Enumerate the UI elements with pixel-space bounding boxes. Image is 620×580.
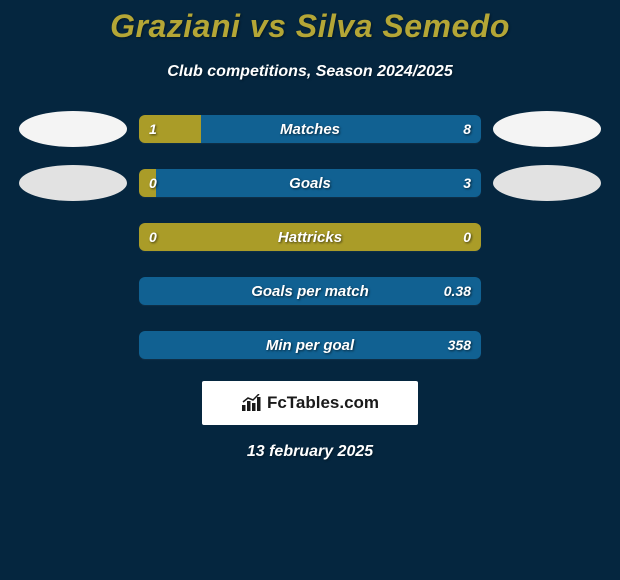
stat-row: Min per goal358 xyxy=(0,327,620,363)
right-ellipse xyxy=(493,111,601,147)
logo-text: FcTables.com xyxy=(267,393,379,413)
value-right: 0.38 xyxy=(444,277,471,305)
right-ellipse xyxy=(493,165,601,201)
stat-label: Min per goal xyxy=(139,331,481,359)
stats-container: 1Matches80Goals30Hattricks0Goals per mat… xyxy=(0,111,620,363)
date-line: 13 february 2025 xyxy=(0,443,620,461)
stat-row: 0Hattricks0 xyxy=(0,219,620,255)
logo: FcTables.com xyxy=(241,393,379,413)
stat-bar: Goals per match0.38 xyxy=(139,277,481,305)
value-right: 358 xyxy=(448,331,471,359)
stat-label: Goals per match xyxy=(139,277,481,305)
stat-bar: Min per goal358 xyxy=(139,331,481,359)
stat-bar: 0Goals3 xyxy=(139,169,481,197)
left-ellipse xyxy=(19,111,127,147)
right-ellipse xyxy=(493,327,601,363)
left-ellipse xyxy=(19,219,127,255)
right-ellipse xyxy=(493,273,601,309)
stat-row: 1Matches8 xyxy=(0,111,620,147)
stat-label: Matches xyxy=(139,115,481,143)
value-right: 0 xyxy=(463,223,471,251)
stat-row: Goals per match0.38 xyxy=(0,273,620,309)
value-right: 8 xyxy=(463,115,471,143)
logo-box: FcTables.com xyxy=(202,381,418,425)
stat-label: Goals xyxy=(139,169,481,197)
left-ellipse xyxy=(19,327,127,363)
stat-label: Hattricks xyxy=(139,223,481,251)
stat-row: 0Goals3 xyxy=(0,165,620,201)
chart-icon xyxy=(241,394,263,412)
value-right: 3 xyxy=(463,169,471,197)
subtitle: Club competitions, Season 2024/2025 xyxy=(0,63,620,81)
right-ellipse xyxy=(493,219,601,255)
left-ellipse xyxy=(19,273,127,309)
left-ellipse xyxy=(19,165,127,201)
stat-bar: 0Hattricks0 xyxy=(139,223,481,251)
stat-bar: 1Matches8 xyxy=(139,115,481,143)
page-title: Graziani vs Silva Semedo xyxy=(0,0,620,45)
